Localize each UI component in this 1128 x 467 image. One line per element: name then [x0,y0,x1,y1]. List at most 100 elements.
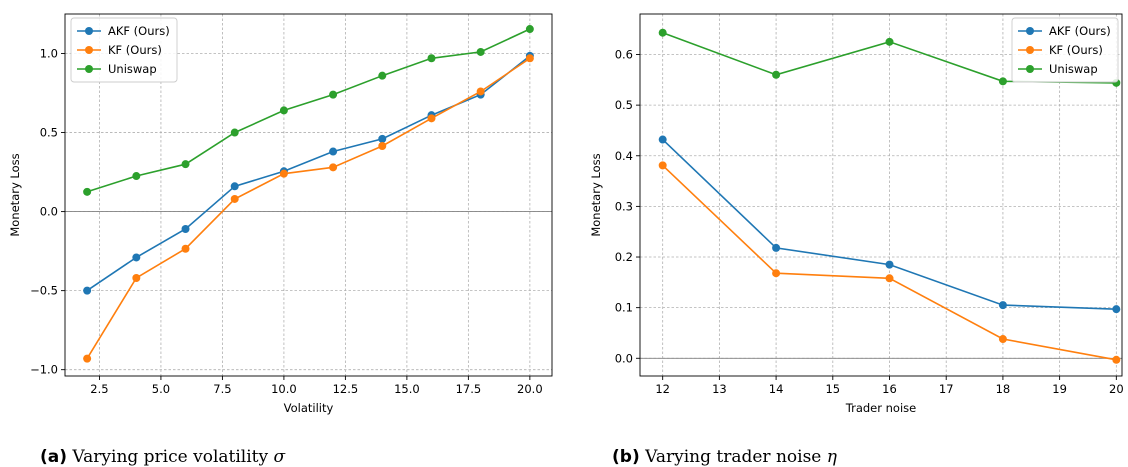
x-tick-label: 2.5 [90,382,108,396]
data-point [998,77,1007,86]
x-axis-label: Trader noise [845,401,916,415]
data-point [1112,355,1121,364]
legend-label: AKF (Ours) [108,24,170,38]
data-point [329,90,338,99]
legend-marker [85,27,93,35]
data-point [658,28,667,37]
x-tick-label: 19 [1052,382,1067,396]
legend-marker [85,46,93,54]
data-point [230,194,239,203]
legend-label: Uniswap [1049,62,1098,76]
legend-box [1011,17,1119,83]
series-line [86,55,531,292]
figure: 2.5 5.0 7.5 10.0 12.5 15.0 17.5 20.0 −1.0 −0.5 0.0… [8,13,1124,415]
data-point [132,273,141,282]
data-point [885,37,894,46]
y-tick-label: 0.0 [615,351,633,365]
data-point [525,25,534,34]
data-point [279,106,288,115]
series-line [86,57,531,360]
y-tick-label: 0.5 [40,126,58,140]
caption-b: (b) Varying trader noise η [612,447,837,467]
x-tick-label: 10.0 [271,382,297,396]
y-tick-label: 0.5 [615,98,633,112]
legend-label: AKF (Ours) [1049,24,1111,38]
legend-marker [85,65,93,73]
data-point [772,70,781,79]
legend-box [70,17,178,83]
x-tick-label: 13 [712,382,727,396]
x-axis-label: Volatility [284,401,334,415]
x-tick-label: 7.5 [213,382,231,396]
y-tick-label: 0.2 [615,250,633,264]
data-point [181,160,190,169]
x-tick-label: 5.0 [152,382,170,396]
x-tick-label: 16 [882,382,897,396]
y-axis-label: Monetary Loss [589,153,603,236]
caption-a-tag: (a) [40,447,68,467]
data-point [885,260,894,269]
y-tick-label: 0.4 [615,149,633,163]
data-point [772,269,781,278]
data-point [230,128,239,137]
legend-marker [1026,46,1034,54]
caption-a-text: Varying price volatility [72,447,269,467]
series-line [86,28,531,193]
legend-label: KF (Ours) [1049,43,1103,57]
legend-label: Uniswap [108,62,157,76]
y-tick-label: 0.1 [615,301,633,315]
x-tick-label: 12.5 [333,382,359,396]
data-point [378,141,387,150]
caption-a: (a) Varying price volatility σ [40,447,285,467]
data-point [998,301,1007,310]
data-point [181,224,190,233]
data-point [476,87,485,96]
data-point [378,71,387,80]
y-tick-label: −1.0 [30,363,58,377]
data-point [329,163,338,172]
caption-b-text: Varying trader noise [645,447,822,467]
data-point [132,172,141,181]
axes-frame [64,13,553,377]
y-tick-label: 0.3 [615,199,633,213]
data-point [658,161,667,170]
data-point [329,147,338,156]
data-point [279,169,288,178]
axes-frame [639,13,1123,377]
data-point [181,244,190,253]
legend-marker [1026,65,1034,73]
x-tick-label: 17 [939,382,954,396]
x-tick-label: 15.0 [394,382,420,396]
data-point [378,134,387,143]
legend-label: KF (Ours) [108,43,162,57]
x-tick-label: 15 [825,382,840,396]
legend-marker [1026,27,1034,35]
chart-volatility: 2.5 5.0 7.5 10.0 12.5 15.0 17.5 20.0 −1.0 −0.5 0.0… [8,13,553,415]
data-point [230,182,239,191]
caption-b-symbol: η [826,447,837,467]
data-point [476,47,485,56]
data-point [83,286,92,295]
x-tick-label: 17.5 [456,382,482,396]
data-point [525,54,534,63]
x-tick-label: 12 [655,382,670,396]
data-point [83,187,92,196]
y-tick-label: 0.0 [40,205,58,219]
data-point [998,335,1007,344]
y-tick-label: 1.0 [40,47,58,61]
data-point [427,54,436,63]
data-point [83,354,92,363]
x-tick-label: 20.0 [517,382,543,396]
series-line [662,139,1117,310]
x-tick-label: 18 [996,382,1011,396]
data-point [772,243,781,252]
x-tick-label: 14 [769,382,784,396]
chart-trader-noise: 12 13 14 15 16 17 18 19 20 0.0 0.1 0.2 0.3 0.4 0.5 0.6 T… [589,13,1124,415]
caption-a-symbol: σ [273,447,286,467]
y-tick-label: 0.6 [615,48,633,62]
x-tick-label: 20 [1109,382,1124,396]
y-axis-label: Monetary Loss [8,153,22,236]
data-point [885,274,894,283]
data-point [1112,305,1121,314]
data-point [658,135,667,144]
